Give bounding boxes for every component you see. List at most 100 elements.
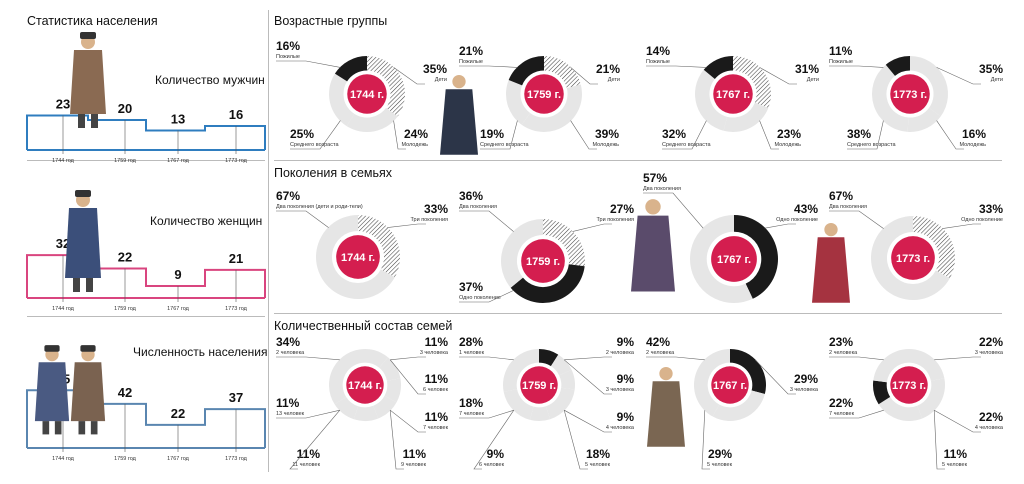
figure-leg bbox=[90, 421, 98, 435]
slice-percent: 28% bbox=[459, 335, 483, 349]
leader-line bbox=[829, 409, 884, 419]
figure-illustration bbox=[631, 199, 675, 292]
women-year-label: 1744 год bbox=[52, 306, 75, 312]
slice-label: Молодежь bbox=[401, 142, 428, 148]
slice-label: Два поколения (дети и роди-тели) bbox=[276, 204, 363, 210]
donut-slice bbox=[521, 84, 582, 132]
donut-chart: 1773 г. 11%Пожилые 35%Дети 16%Молодежь 38%Ср… bbox=[829, 44, 1003, 150]
leader-line bbox=[936, 120, 964, 150]
slice-percent: 22% bbox=[829, 396, 853, 410]
donut-slice bbox=[539, 349, 559, 367]
donut-year-label: 1759 г. bbox=[522, 380, 556, 392]
slice-percent: 16% bbox=[276, 39, 300, 53]
divider bbox=[27, 316, 265, 317]
slice-label: 11 человек bbox=[292, 462, 320, 468]
leader-line bbox=[829, 356, 884, 361]
slice-percent: 67% bbox=[829, 189, 853, 203]
leader-line bbox=[564, 356, 612, 361]
donut-slice bbox=[373, 395, 397, 419]
men-year-label: 1744 год bbox=[52, 158, 75, 164]
leader-line bbox=[290, 120, 341, 150]
slice-label: Три поколения bbox=[596, 217, 634, 223]
slice-label: Три поколения bbox=[410, 217, 448, 223]
donut-year-label: 1744 г. bbox=[348, 380, 382, 392]
total-value: 42 bbox=[118, 385, 132, 400]
figure-body bbox=[34, 362, 70, 422]
slice-percent: 11% bbox=[425, 372, 449, 386]
donut-slice bbox=[723, 102, 769, 132]
donut-slice bbox=[384, 378, 401, 403]
slice-label: 2 человека bbox=[646, 350, 675, 356]
women-chart-title: Количество женщин bbox=[150, 214, 263, 228]
leader-line bbox=[942, 223, 981, 229]
slice-percent: 33% bbox=[424, 202, 448, 216]
leader-line bbox=[662, 120, 707, 150]
slice-label: 2 человека bbox=[276, 350, 305, 356]
donut-chart: 1759 г. 36%Два поколения 27%Три поколения 3… bbox=[459, 189, 634, 303]
leader-line bbox=[393, 67, 425, 85]
figure-leg bbox=[78, 114, 85, 128]
age-section-title: Возрастные группы bbox=[274, 14, 388, 28]
donut-slice bbox=[503, 349, 539, 392]
donut-chart: 1759 г.21%Пожилые 21%Дети39%Молодежь19%Ср… bbox=[459, 44, 620, 150]
donut-year-label: 1767 г. bbox=[713, 380, 747, 392]
donut-slice bbox=[508, 56, 544, 86]
donut-center bbox=[711, 366, 749, 404]
figure-illustration bbox=[440, 74, 478, 155]
slice-percent: 29% bbox=[794, 372, 818, 386]
leader-line bbox=[289, 410, 341, 470]
slice-percent: 11% bbox=[829, 44, 853, 58]
leader-line bbox=[390, 356, 426, 361]
slice-label: Среднего возраста bbox=[662, 142, 711, 148]
donut-slice bbox=[328, 349, 365, 405]
slice-percent: 18% bbox=[459, 396, 483, 410]
total-value: 37 bbox=[229, 390, 243, 405]
slice-label: Пожилые bbox=[829, 59, 853, 65]
donut-chart: 1773 г. 67%Два поколения 33%Одно поколение bbox=[829, 189, 1003, 300]
leader-line bbox=[764, 223, 796, 229]
leader-line bbox=[570, 120, 597, 150]
slice-percent: 32% bbox=[662, 127, 686, 141]
donut-slice bbox=[530, 406, 551, 421]
slice-label: Дети bbox=[435, 77, 447, 83]
leader-line bbox=[564, 359, 612, 395]
donut-slice bbox=[334, 396, 359, 420]
donut-slice bbox=[365, 349, 388, 368]
slice-percent: 23% bbox=[829, 335, 853, 349]
slice-percent: 67% bbox=[276, 189, 300, 203]
women-value: 21 bbox=[229, 251, 243, 266]
men-value: 23 bbox=[56, 97, 70, 112]
donut-center bbox=[346, 366, 384, 404]
figure-hat bbox=[80, 345, 96, 352]
slice-label: 6 человек bbox=[479, 462, 505, 468]
leader-line bbox=[459, 210, 514, 232]
slice-label: 1 человек bbox=[459, 350, 485, 356]
family-section-title: Количественный состав семей bbox=[274, 319, 453, 333]
slice-percent: 43% bbox=[794, 202, 818, 216]
figure-head bbox=[659, 366, 673, 381]
slice-label: Одно поколение bbox=[776, 217, 818, 223]
donut-slice bbox=[907, 107, 941, 132]
slice-label: Два поколения bbox=[459, 204, 497, 210]
figure-body bbox=[631, 215, 675, 292]
slice-percent: 18% bbox=[586, 447, 610, 461]
donut-slice bbox=[730, 348, 766, 394]
divider bbox=[274, 160, 1002, 161]
slice-percent: 22% bbox=[979, 335, 1003, 349]
slice-percent: 11% bbox=[403, 447, 427, 461]
donut-center bbox=[347, 74, 387, 114]
leader-line bbox=[563, 410, 588, 470]
leader-line bbox=[393, 120, 406, 150]
divider bbox=[27, 160, 265, 161]
leader-line bbox=[847, 120, 884, 150]
divider bbox=[274, 313, 1002, 314]
leader-line bbox=[459, 356, 514, 361]
donut-slice bbox=[550, 354, 572, 376]
figure-hat bbox=[75, 190, 91, 197]
slice-percent: 14% bbox=[646, 44, 670, 58]
men-step-line bbox=[26, 114, 266, 150]
slice-label: 2 человека bbox=[606, 350, 635, 356]
donut-slice bbox=[379, 357, 401, 381]
figure-head bbox=[824, 222, 838, 237]
